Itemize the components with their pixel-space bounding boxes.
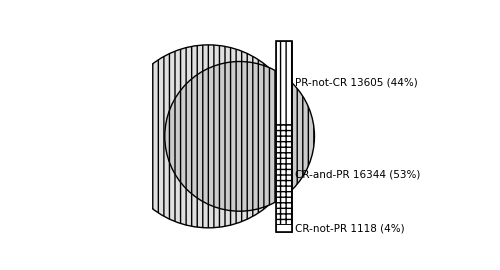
Bar	[276, 124, 291, 224]
Text: PR-not-CR 13605 (44%): PR-not-CR 13605 (44%)	[294, 77, 418, 87]
Bar	[276, 41, 291, 124]
Text: CR-and-PR 16344 (53%): CR-and-PR 16344 (53%)	[294, 169, 420, 179]
Bar	[276, 124, 291, 224]
Text: CR-not-PR 1118 (4%): CR-not-PR 1118 (4%)	[294, 223, 405, 233]
Circle shape	[117, 45, 300, 228]
Bar	[276, 41, 291, 124]
Bar	[276, 224, 291, 232]
Bar	[276, 41, 291, 232]
Bar	[276, 224, 291, 232]
Circle shape	[165, 62, 314, 211]
